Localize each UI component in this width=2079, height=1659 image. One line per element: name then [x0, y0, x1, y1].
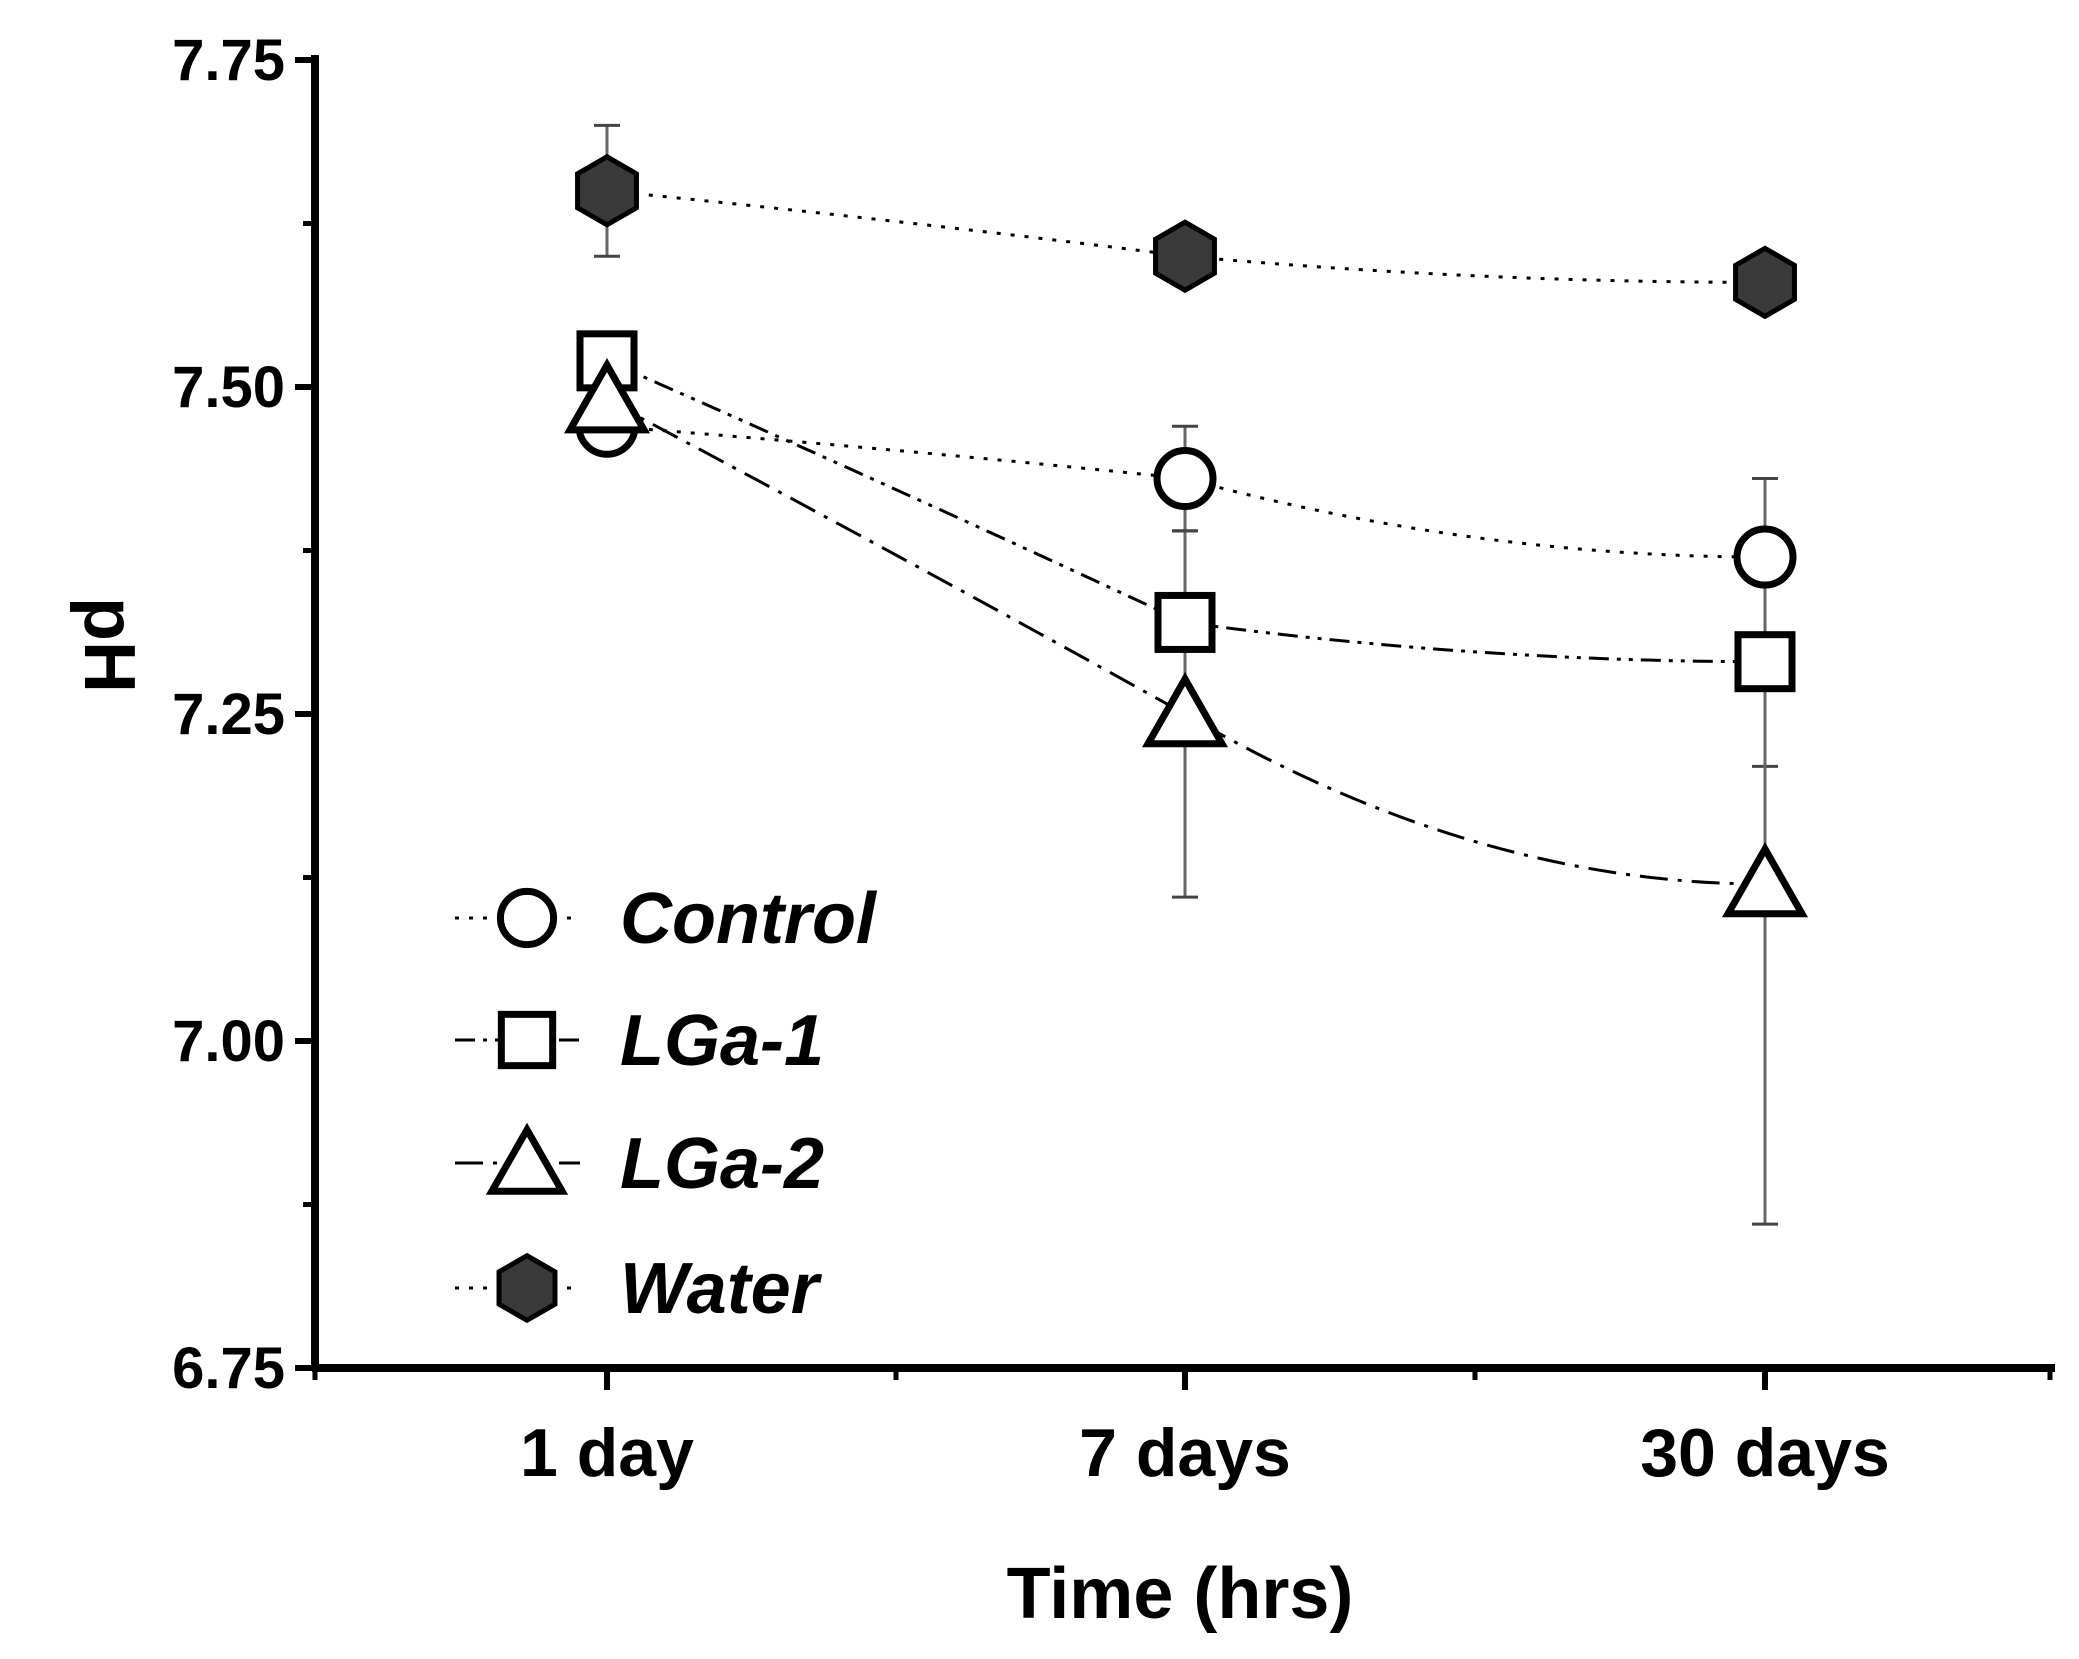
marker-water: [575, 153, 639, 228]
legend-marker-control: [496, 887, 558, 949]
y-tick-label: 7.25: [172, 682, 285, 747]
legend-marker-lga-2: [485, 1122, 569, 1195]
marker-control: [1733, 525, 1797, 589]
legend: Control LGa-1 LGa-2 Water: [455, 879, 878, 1329]
marker-lga-1: [1154, 591, 1216, 653]
marker-lga-2: [1141, 671, 1229, 748]
y-axis-title: pH: [69, 597, 149, 693]
x-tick-label: 7 days: [1079, 1415, 1291, 1491]
marker-lga-1: [1734, 631, 1796, 693]
legend-label-control: Control: [620, 879, 878, 959]
y-tick-label: 7.75: [172, 28, 285, 93]
marker-control: [1153, 447, 1217, 511]
y-tick-label: 7.00: [172, 1009, 285, 1074]
marker-lga-2: [563, 358, 651, 434]
x-tick-label: 30 days: [1640, 1415, 1890, 1491]
y-tick-label: 7.50: [172, 355, 285, 420]
marker-water: [1153, 219, 1217, 294]
marker-lga-2: [1721, 841, 1809, 918]
line-control: [606, 424, 1766, 559]
legend-marker-lga-1: [497, 1010, 557, 1070]
legend-label-water: Water: [620, 1249, 823, 1329]
y-tick-label: 6.75: [172, 1336, 285, 1401]
series-markers: [563, 153, 1809, 918]
legend-marker-water: [496, 1252, 558, 1324]
line-lga-2: [606, 398, 1766, 886]
axes: 6.75 7.00 7.25 7.50 7.75 1 day 7 days 30 days: [172, 28, 2055, 1491]
legend-label-lga-1: LGa-1: [620, 1001, 824, 1081]
legend-label-lga-2: LGa-2: [620, 1124, 824, 1204]
x-tick-label: 1 day: [520, 1415, 694, 1491]
marker-water: [1733, 245, 1797, 320]
x-axis-title: Time (hrs): [1007, 1554, 1354, 1634]
